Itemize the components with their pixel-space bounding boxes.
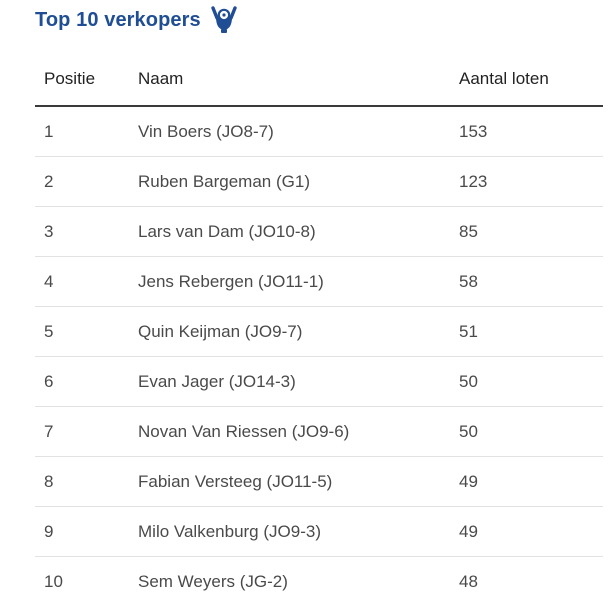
cell-aantal-loten: 58 (459, 271, 478, 291)
column-header-aantal-loten: Aantal loten (459, 68, 549, 88)
table-row: 2 Ruben Bargeman (G1) 123 (35, 157, 603, 207)
table-row: 5 Quin Keijman (JO9-7) 51 (35, 307, 603, 357)
table-row: 1 Vin Boers (JO8-7) 153 (35, 107, 603, 157)
cell-positie: 10 (44, 572, 63, 591)
cell-aantal-loten: 50 (459, 421, 478, 441)
trophy-cheering-person-icon (209, 6, 239, 34)
column-header-naam: Naam (138, 68, 184, 88)
cell-positie: 2 (44, 171, 54, 191)
cell-positie: 7 (44, 421, 54, 441)
table-row: 4 Jens Rebergen (JO11-1) 58 (35, 257, 603, 307)
top-sellers-table: Positie Naam Aantal loten 1 Vin Boers (J… (35, 52, 603, 607)
page-title: Top 10 verkopers (35, 8, 201, 31)
table-row: 8 Fabian Versteeg (JO11-5) 49 (35, 457, 603, 507)
cell-naam: Evan Jager (JO14-3) (138, 371, 296, 391)
table-row: 9 Milo Valkenburg (JO9-3) 49 (35, 507, 603, 557)
cell-aantal-loten: 51 (459, 321, 478, 341)
cell-naam: Milo Valkenburg (JO9-3) (138, 521, 321, 541)
table-row: 6 Evan Jager (JO14-3) 50 (35, 357, 603, 407)
cell-aantal-loten: 49 (459, 471, 478, 491)
cell-naam: Sem Weyers (JG-2) (138, 572, 288, 591)
cell-naam: Vin Boers (JO8-7) (138, 121, 274, 141)
cell-positie: 4 (44, 271, 54, 291)
cell-positie: 6 (44, 371, 54, 391)
cell-aantal-loten: 50 (459, 371, 478, 391)
cell-positie: 8 (44, 471, 54, 491)
cell-positie: 1 (44, 121, 54, 141)
cell-naam: Lars van Dam (JO10-8) (138, 221, 316, 241)
cell-naam: Quin Keijman (JO9-7) (138, 321, 303, 341)
table-body: 1 Vin Boers (JO8-7) 153 2 Ruben Bargeman… (35, 107, 603, 607)
cell-aantal-loten: 48 (459, 572, 478, 591)
cell-naam: Ruben Bargeman (G1) (138, 171, 310, 191)
cell-positie: 9 (44, 521, 54, 541)
table-row: 10 Sem Weyers (JG-2) 48 (35, 557, 603, 607)
cell-positie: 5 (44, 321, 54, 341)
cell-aantal-loten: 123 (459, 171, 488, 191)
cell-positie: 3 (44, 221, 54, 241)
table-header: Positie Naam Aantal loten (35, 52, 603, 107)
title-row: Top 10 verkopers (35, 2, 239, 38)
cell-aantal-loten: 153 (459, 121, 488, 141)
cell-aantal-loten: 85 (459, 221, 478, 241)
cell-aantal-loten: 49 (459, 521, 478, 541)
cell-naam: Novan Van Riessen (JO9-6) (138, 421, 350, 441)
cell-naam: Jens Rebergen (JO11-1) (138, 271, 324, 291)
table-row: 3 Lars van Dam (JO10-8) 85 (35, 207, 603, 257)
table-row: 7 Novan Van Riessen (JO9-6) 50 (35, 407, 603, 457)
cell-naam: Fabian Versteeg (JO11-5) (138, 471, 333, 491)
column-header-positie: Positie (44, 68, 96, 88)
